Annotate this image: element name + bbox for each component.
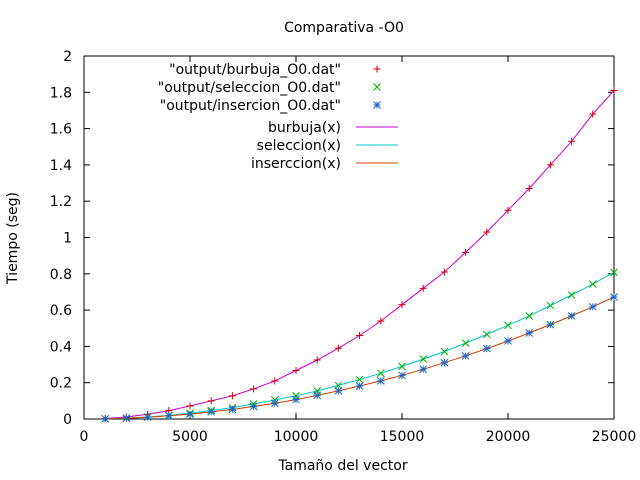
data-point-output-insercion-o0-dat	[461, 351, 470, 360]
data-point-output-seleccion-o0-dat	[525, 312, 534, 320]
data-point-output-seleccion-o0-dat	[567, 291, 576, 299]
data-point-output-insercion-o0-dat	[588, 302, 597, 311]
data-point-output-seleccion-o0-dat	[440, 347, 449, 356]
data-point-output-burbuja-o0-dat	[398, 301, 406, 309]
data-point-output-burbuja-o0-dat	[250, 385, 258, 393]
data-point-output-insercion-o0-dat	[292, 395, 300, 404]
data-point-output-insercion-o0-dat	[207, 408, 216, 416]
data-point-output-seleccion-o0-dat	[482, 330, 491, 339]
x-tick-label: 25000	[592, 429, 637, 445]
data-point-output-insercion-o0-dat	[313, 391, 322, 400]
data-point-output-burbuja-o0-dat	[462, 248, 470, 256]
data-point-output-seleccion-o0-dat	[504, 321, 512, 330]
data-point-output-insercion-o0-dat	[546, 320, 555, 329]
data-point-output-seleccion-o0-dat	[355, 375, 364, 384]
series-line-seleccion-x	[105, 271, 615, 420]
data-point-output-insercion-o0-dat	[122, 414, 131, 423]
y-tick-label: 2	[63, 49, 72, 65]
legend-label: "output/burbuja_O0.dat"	[169, 62, 341, 78]
data-point-output-seleccion-o0-dat	[419, 355, 428, 363]
data-point-output-seleccion-o0-dat	[588, 280, 597, 288]
series-line-burbuja-x	[105, 90, 615, 419]
y-tick-label: 0.8	[50, 267, 72, 283]
data-point-output-burbuja-o0-dat	[440, 268, 448, 276]
data-point-output-insercion-o0-dat	[143, 413, 152, 422]
data-point-output-seleccion-o0-dat	[334, 381, 343, 390]
x-axis-label: Tamaño del vector	[277, 458, 407, 474]
legend-label: seleccion(x)	[257, 138, 341, 154]
data-point-output-burbuja-o0-dat	[568, 137, 576, 145]
data-point-output-insercion-o0-dat	[504, 337, 512, 345]
y-tick-label: 0.4	[50, 339, 72, 355]
y-tick-label: 1	[63, 231, 72, 247]
data-point-output-burbuja-o0-dat	[377, 317, 385, 325]
x-tick-label: 10000	[274, 429, 319, 445]
data-point-output-burbuja-o0-dat	[356, 332, 364, 340]
y-axis-label: Tiempo (seg)	[5, 192, 21, 285]
data-point-output-insercion-o0-dat	[249, 402, 258, 411]
data-point-output-insercion-o0-dat	[270, 399, 279, 408]
legend-label: inserccion(x)	[251, 156, 341, 172]
y-tick-label: 1.4	[50, 158, 72, 174]
y-tick-label: 1.6	[50, 122, 72, 138]
data-point-output-burbuja-o0-dat	[589, 110, 597, 118]
data-point-output-burbuja-o0-dat	[292, 367, 300, 375]
data-point-output-insercion-o0-dat	[355, 382, 364, 390]
data-point-output-burbuja-o0-dat	[207, 397, 215, 405]
legend-marker	[373, 83, 381, 91]
legend-label: "output/insercion_O0.dat"	[160, 98, 341, 114]
data-point-output-seleccion-o0-dat	[376, 369, 385, 378]
y-tick-label: 0.2	[50, 376, 72, 392]
data-point-output-seleccion-o0-dat	[292, 391, 300, 400]
chart-title: Comparativa -O0	[284, 20, 404, 36]
data-point-output-insercion-o0-dat	[525, 329, 534, 337]
legend-label: "output/seleccion_O0.dat"	[158, 80, 341, 96]
data-point-output-insercion-o0-dat	[398, 371, 406, 380]
y-tick-label: 0.6	[50, 303, 72, 319]
legend-marker	[373, 101, 381, 109]
data-point-output-burbuja-o0-dat	[525, 184, 533, 192]
data-point-output-burbuja-o0-dat	[504, 206, 512, 214]
axis-ticks: 0 5000 10000 15000 20000 25000 0 0.2 0.4 0.6 0.8 1 1…	[50, 49, 637, 445]
x-tick-label: 20000	[486, 429, 531, 445]
data-point-output-insercion-o0-dat	[482, 344, 491, 353]
data-point-output-burbuja-o0-dat	[228, 392, 236, 400]
legend: "output/burbuja_O0.dat" "output/seleccion…	[158, 62, 398, 172]
y-tick-label: 0	[63, 412, 72, 428]
data-point-output-burbuja-o0-dat	[610, 86, 618, 94]
y-tick-label: 1.8	[50, 85, 72, 101]
data-point-output-burbuja-o0-dat	[313, 356, 321, 364]
data-point-output-insercion-o0-dat	[440, 358, 449, 367]
x-tick-label: 15000	[380, 429, 425, 445]
data-point-output-seleccion-o0-dat	[610, 268, 618, 277]
legend-label: burbuja(x)	[268, 120, 341, 136]
x-tick-label: 5000	[172, 429, 208, 445]
data-point-output-burbuja-o0-dat	[271, 377, 279, 385]
data-point-output-insercion-o0-dat	[376, 377, 385, 385]
data-point-output-insercion-o0-dat	[567, 312, 576, 320]
data-point-output-seleccion-o0-dat	[398, 362, 406, 371]
data-point-output-burbuja-o0-dat	[419, 284, 427, 292]
data-point-output-insercion-o0-dat	[334, 387, 343, 395]
legend-marker	[373, 65, 381, 73]
data-point-output-burbuja-o0-dat	[334, 344, 342, 352]
data-point-output-insercion-o0-dat	[228, 405, 237, 414]
data-point-output-seleccion-o0-dat	[546, 301, 555, 310]
series-layer	[101, 86, 618, 423]
data-point-output-insercion-o0-dat	[101, 414, 110, 423]
x-tick-label: 0	[80, 429, 89, 445]
data-point-output-insercion-o0-dat	[164, 411, 173, 420]
data-point-output-burbuja-o0-dat	[186, 402, 194, 410]
data-point-output-insercion-o0-dat	[610, 293, 618, 301]
y-tick-label: 1.2	[50, 194, 72, 210]
series-line-inserccion-x	[105, 296, 615, 420]
data-point-output-seleccion-o0-dat	[461, 339, 470, 347]
data-point-output-burbuja-o0-dat	[546, 161, 554, 169]
data-point-output-insercion-o0-dat	[186, 410, 194, 418]
data-point-output-insercion-o0-dat	[419, 365, 428, 374]
data-point-output-burbuja-o0-dat	[483, 228, 491, 236]
